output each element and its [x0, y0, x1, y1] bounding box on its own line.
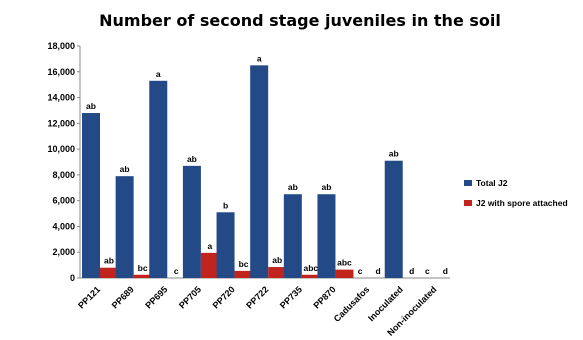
- y-tick-label: 8,000: [52, 170, 75, 180]
- x-tick-label: PP689: [110, 284, 136, 310]
- bar-total-j2: [149, 80, 168, 278]
- bar-significance-label: ab: [104, 256, 114, 266]
- bar-total-j2: [216, 212, 235, 278]
- legend-label: Total J2: [476, 178, 508, 188]
- bar-significance-label: ab: [389, 149, 399, 159]
- x-tick-label: PP870: [312, 284, 338, 310]
- y-tick-label: 10,000: [47, 144, 75, 154]
- bar-significance-label: d: [409, 266, 414, 276]
- chart-title: Number of second stage juveniles in the …: [99, 11, 501, 30]
- x-tick-label: PP695: [143, 284, 169, 310]
- y-tick-label: 6,000: [52, 196, 75, 206]
- bar-significance-label: ab: [321, 182, 331, 192]
- legend-swatch: [464, 200, 472, 206]
- bar-total-j2: [384, 160, 403, 278]
- bar-total-j2: [182, 165, 201, 278]
- bar-total-j2: [317, 194, 336, 278]
- legend-swatch: [464, 180, 472, 186]
- bar-significance-label: abc: [337, 258, 352, 268]
- x-tick-label: PP720: [211, 284, 237, 310]
- y-tick-label: 12,000: [47, 118, 75, 128]
- y-tick-label: 0: [70, 273, 75, 283]
- bar-j2-spore: [100, 267, 118, 278]
- x-tick-label: PP722: [244, 284, 270, 310]
- x-tick-label: PP121: [76, 284, 102, 310]
- bar-significance-label: a: [156, 69, 161, 79]
- bar-significance-label: d: [375, 266, 380, 276]
- y-tick-label: 16,000: [47, 67, 75, 77]
- bar-total-j2: [250, 65, 269, 278]
- bar-significance-label: c: [425, 266, 430, 276]
- x-tick-label: Cadusafos: [332, 284, 372, 324]
- bar-j2-spore: [335, 269, 354, 278]
- bar-significance-label: ab: [288, 182, 298, 192]
- bar-significance-label: ab: [187, 154, 197, 164]
- bar-significance-label: a: [208, 241, 213, 251]
- bar-j2-spore: [268, 267, 287, 278]
- bar-significance-label: ab: [86, 101, 96, 111]
- y-tick-label: 14,000: [47, 93, 75, 103]
- x-tick-label: PP735: [278, 284, 304, 310]
- bar-total-j2: [283, 194, 302, 278]
- bar-significance-label: c: [174, 266, 179, 276]
- x-tick-label: PP705: [177, 284, 203, 310]
- bar-j2-spore: [200, 252, 219, 278]
- bar-significance-label: ab: [120, 164, 130, 174]
- bar-significance-label: abc: [303, 263, 318, 273]
- bar-significance-label: bc: [138, 263, 148, 273]
- bar-significance-label: a: [257, 53, 262, 63]
- bar-j2-spore: [133, 274, 152, 278]
- bar-significance-label: d: [443, 266, 448, 276]
- bar-significance-label: bc: [239, 259, 249, 269]
- y-tick-label: 4,000: [52, 221, 75, 231]
- bars: [82, 65, 403, 279]
- bar-total-j2: [82, 113, 100, 279]
- legend-label: J2 with spore attached: [476, 198, 568, 208]
- legend: Total J2 J2 with spore attached: [464, 178, 568, 208]
- bar-j2-spore: [301, 274, 320, 278]
- y-tick-label: 18,000: [47, 41, 75, 51]
- bar-total-j2: [115, 176, 134, 278]
- bar-significance-label: ab: [272, 255, 282, 265]
- bar-significance-label: c: [358, 266, 363, 276]
- bar-j2-spore: [234, 270, 253, 278]
- y-tick-label: 2,000: [52, 247, 75, 257]
- bar-significance-label: b: [223, 200, 228, 210]
